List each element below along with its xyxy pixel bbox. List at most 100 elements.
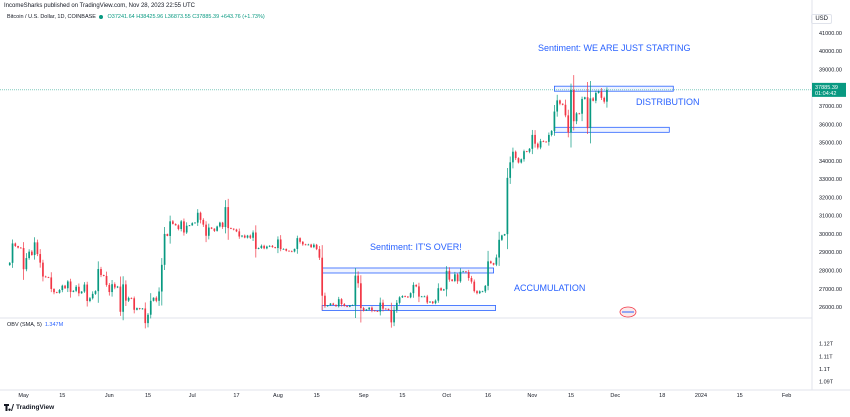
publish-line: IncomeSharks published on TradingView.co… xyxy=(4,3,195,9)
price-tick-label: 31000.00 xyxy=(819,214,842,220)
candle-down xyxy=(199,212,202,220)
candle-up xyxy=(116,286,119,288)
candle-up xyxy=(80,291,83,294)
candle-down xyxy=(470,277,473,282)
candle-up xyxy=(379,302,382,312)
candle-up xyxy=(8,262,11,266)
candle-up xyxy=(163,233,166,265)
candle-up xyxy=(523,151,525,160)
candle-down xyxy=(55,292,58,294)
price-tick-label: 32000.00 xyxy=(819,195,842,201)
time-tick-label: Sep xyxy=(359,393,369,399)
distribution-annotation: DISTRIBUTION xyxy=(636,97,700,107)
candle-up xyxy=(252,232,254,238)
candle-down xyxy=(138,308,141,309)
candle-up xyxy=(160,264,163,292)
candle-down xyxy=(102,275,105,276)
candle-up xyxy=(169,221,171,236)
candle-down xyxy=(418,286,420,297)
candle-up xyxy=(454,274,456,281)
candle-up xyxy=(216,226,218,231)
candle-down xyxy=(183,221,185,233)
candle-up xyxy=(528,148,531,152)
candle-up xyxy=(395,302,398,310)
time-tick-label: Oct xyxy=(442,393,451,399)
candle-down xyxy=(177,225,180,230)
price-tick-label: 36000.00 xyxy=(819,122,842,128)
time-tick-label: 17 xyxy=(233,393,239,399)
candle-down xyxy=(567,115,570,133)
candle-down xyxy=(534,134,536,144)
candle-down xyxy=(86,284,89,302)
candle-down xyxy=(227,207,230,229)
candle-up xyxy=(503,234,506,236)
candle-down xyxy=(279,239,282,250)
candle-down xyxy=(221,222,224,228)
candle-up xyxy=(196,212,199,223)
candle-up xyxy=(25,258,28,270)
candle-down xyxy=(285,248,288,251)
candle-up xyxy=(420,296,423,298)
time-tick-label: 16 xyxy=(485,393,491,399)
price-tick-label: 29000.00 xyxy=(819,250,842,256)
candle-down xyxy=(382,302,384,309)
time-tick-label: Dec xyxy=(610,393,620,399)
candle-up xyxy=(282,248,285,250)
candle-down xyxy=(144,308,147,324)
candle-down xyxy=(288,250,290,252)
candle-down xyxy=(301,241,304,245)
candle-down xyxy=(384,308,387,310)
candle-down xyxy=(318,249,321,258)
candle-up xyxy=(58,290,61,293)
candle-down xyxy=(155,297,158,301)
candle-down xyxy=(263,245,265,249)
time-tick-label: 15 xyxy=(314,393,320,399)
candle-up xyxy=(97,269,100,292)
candle-down xyxy=(105,275,108,285)
candle-up xyxy=(531,134,534,149)
candle-up xyxy=(429,301,431,303)
candle-down xyxy=(108,284,111,293)
candle-down xyxy=(19,247,22,249)
candle-up xyxy=(296,238,299,249)
candle-down xyxy=(78,286,80,294)
candle-down xyxy=(44,276,47,278)
symbol-legend[interactable]: Bitcoin / U.S. Dollar, 1D, COINBASE O372… xyxy=(7,14,265,20)
candle-up xyxy=(478,291,481,294)
candle-up xyxy=(484,285,487,292)
time-tick-label: Jun xyxy=(105,393,114,399)
candle-down xyxy=(174,223,177,226)
candle-up xyxy=(412,284,415,294)
candle-down xyxy=(603,97,606,102)
tradingview-logo[interactable]: TradingView xyxy=(4,404,54,411)
price-tick-label: 35000.00 xyxy=(819,141,842,147)
candle-down xyxy=(572,89,575,122)
candle-up xyxy=(597,91,600,93)
candle-up xyxy=(434,300,437,304)
obv-legend[interactable]: OBV (SMA, 5) 1.347M xyxy=(7,322,63,328)
candle-up xyxy=(149,300,152,315)
candle-down xyxy=(492,263,495,265)
candle-up xyxy=(409,293,412,298)
candle-down xyxy=(235,229,238,232)
candle-down xyxy=(17,246,19,248)
candle-down xyxy=(64,285,66,289)
candle-up xyxy=(487,261,489,286)
candle-up xyxy=(141,308,144,310)
candle-up xyxy=(553,111,556,131)
candle-down xyxy=(440,288,442,291)
price-tick-label: 27000.00 xyxy=(819,287,842,293)
candle-up xyxy=(445,270,448,290)
time-tick-label: Aug xyxy=(273,393,283,399)
ohlc-high: H38425.96 xyxy=(136,14,164,20)
candle-down xyxy=(14,243,17,247)
candle-down xyxy=(600,91,603,98)
candle-down xyxy=(473,281,476,292)
candle-down xyxy=(299,238,301,242)
symbol-name[interactable]: Bitcoin / U.S. Dollar, 1D, COINBASE xyxy=(7,14,96,20)
candle-up xyxy=(257,248,260,249)
candle-up xyxy=(241,235,243,237)
candle-down xyxy=(274,247,277,249)
obv-name[interactable]: OBV (SMA, 5) xyxy=(7,322,42,328)
